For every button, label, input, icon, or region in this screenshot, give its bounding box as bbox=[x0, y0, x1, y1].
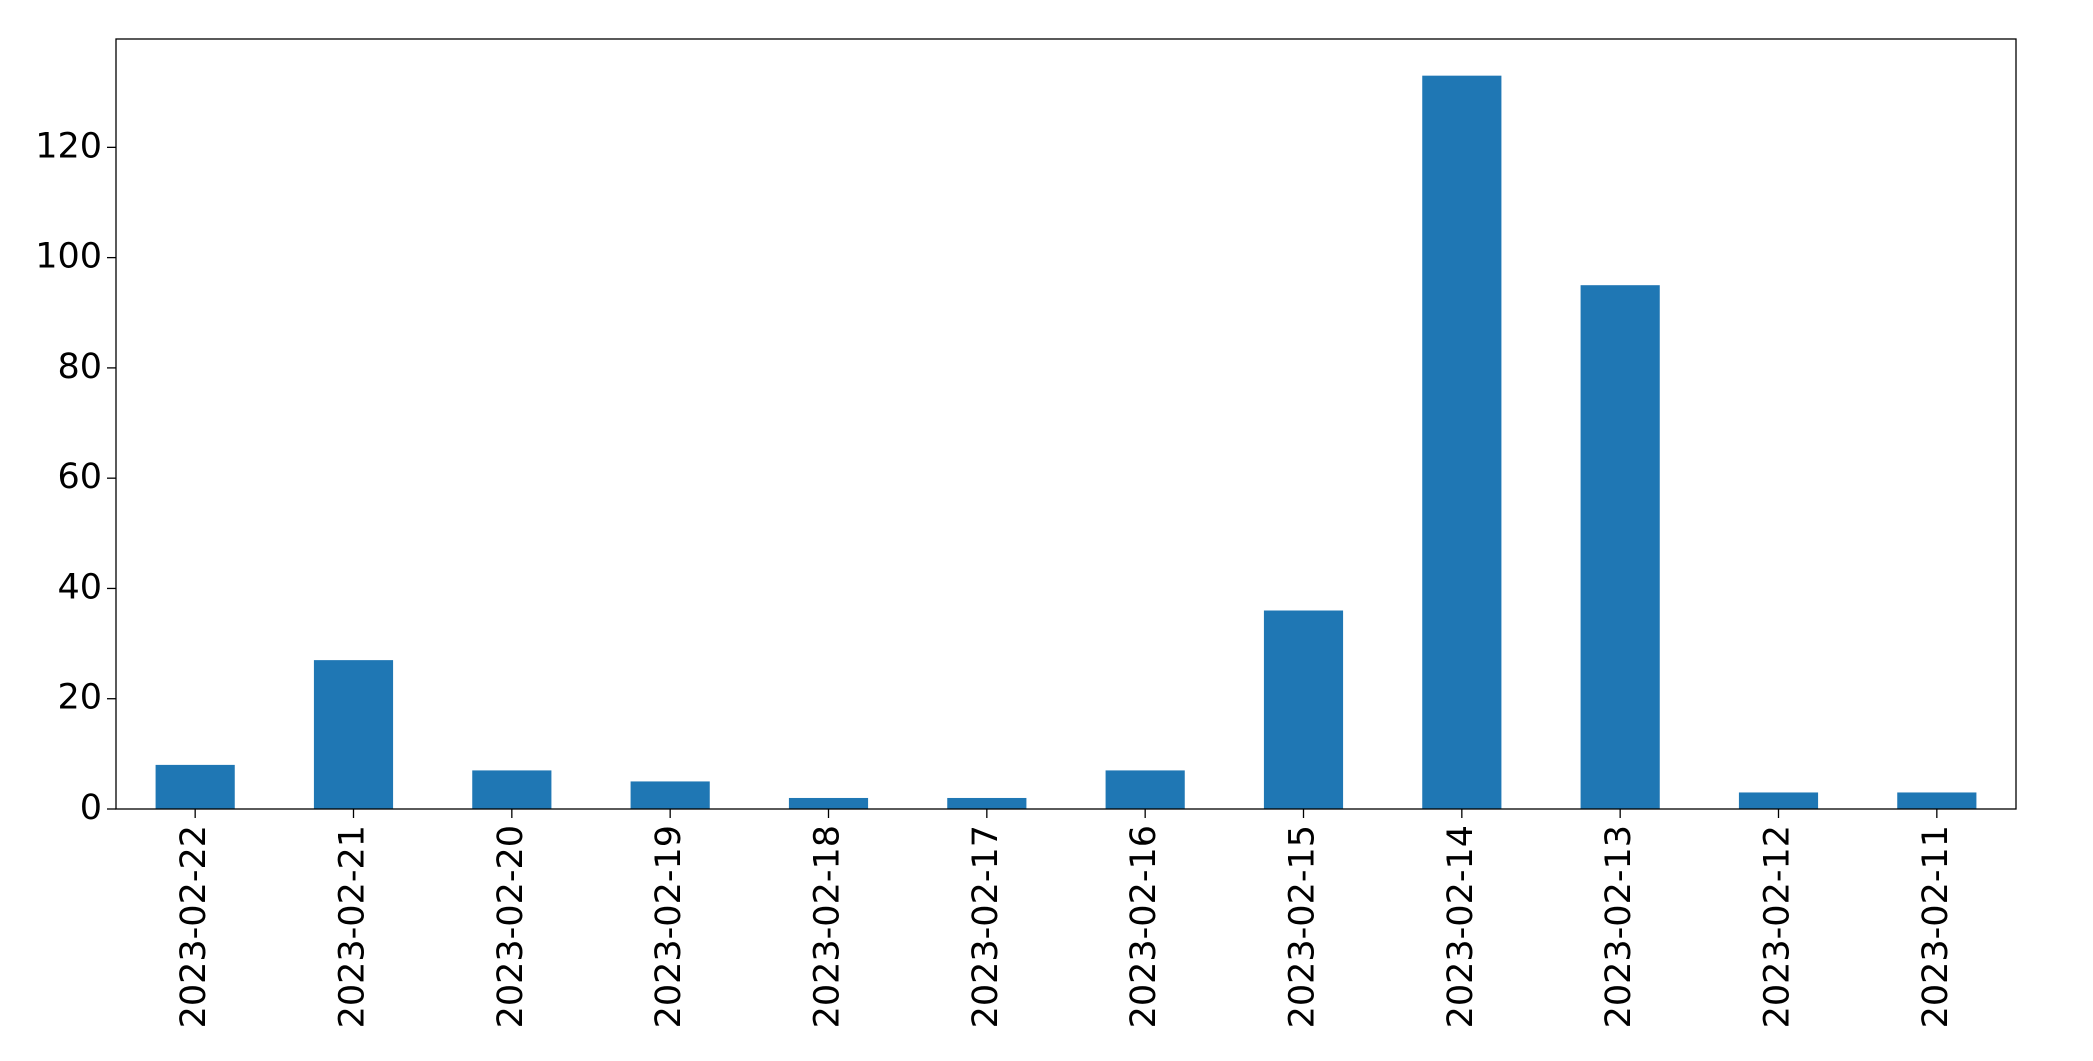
axes-frame bbox=[115, 38, 2017, 810]
y-tick-label: 120 bbox=[35, 126, 102, 166]
x-tick-label: 2023-02-22 bbox=[174, 825, 214, 1028]
y-tick-label: 60 bbox=[57, 457, 102, 497]
bar bbox=[947, 797, 1027, 809]
bar bbox=[630, 781, 710, 809]
y-tick-label: 20 bbox=[57, 678, 102, 718]
y-tick-label: 80 bbox=[57, 347, 102, 387]
x-tick-label: 2023-02-20 bbox=[491, 825, 531, 1028]
bar bbox=[155, 764, 235, 809]
bar bbox=[1738, 792, 1819, 809]
x-tick-label: 2023-02-13 bbox=[1599, 825, 1639, 1028]
y-tick-label: 0 bbox=[80, 788, 102, 828]
bar bbox=[1105, 770, 1185, 809]
x-tick-label: 2023-02-17 bbox=[966, 825, 1006, 1028]
x-tick-label: 2023-02-12 bbox=[1758, 825, 1798, 1028]
bar bbox=[1263, 610, 1344, 809]
bar bbox=[472, 770, 552, 809]
bar bbox=[1422, 75, 1502, 809]
bar bbox=[788, 797, 869, 809]
bar bbox=[1580, 285, 1660, 809]
x-tick-label: 2023-02-16 bbox=[1124, 825, 1164, 1028]
x-tick-label: 2023-02-21 bbox=[333, 825, 373, 1028]
bar bbox=[1897, 792, 1977, 809]
y-tick-label: 100 bbox=[35, 237, 102, 277]
x-tick-label: 2023-02-11 bbox=[1916, 825, 1956, 1028]
x-tick-label: 2023-02-19 bbox=[649, 825, 689, 1028]
y-tick-label: 40 bbox=[57, 567, 102, 607]
bar bbox=[313, 660, 394, 809]
x-tick-label: 2023-02-15 bbox=[1283, 825, 1323, 1028]
x-tick-label: 2023-02-14 bbox=[1441, 825, 1481, 1028]
x-tick-label: 2023-02-18 bbox=[808, 825, 848, 1028]
